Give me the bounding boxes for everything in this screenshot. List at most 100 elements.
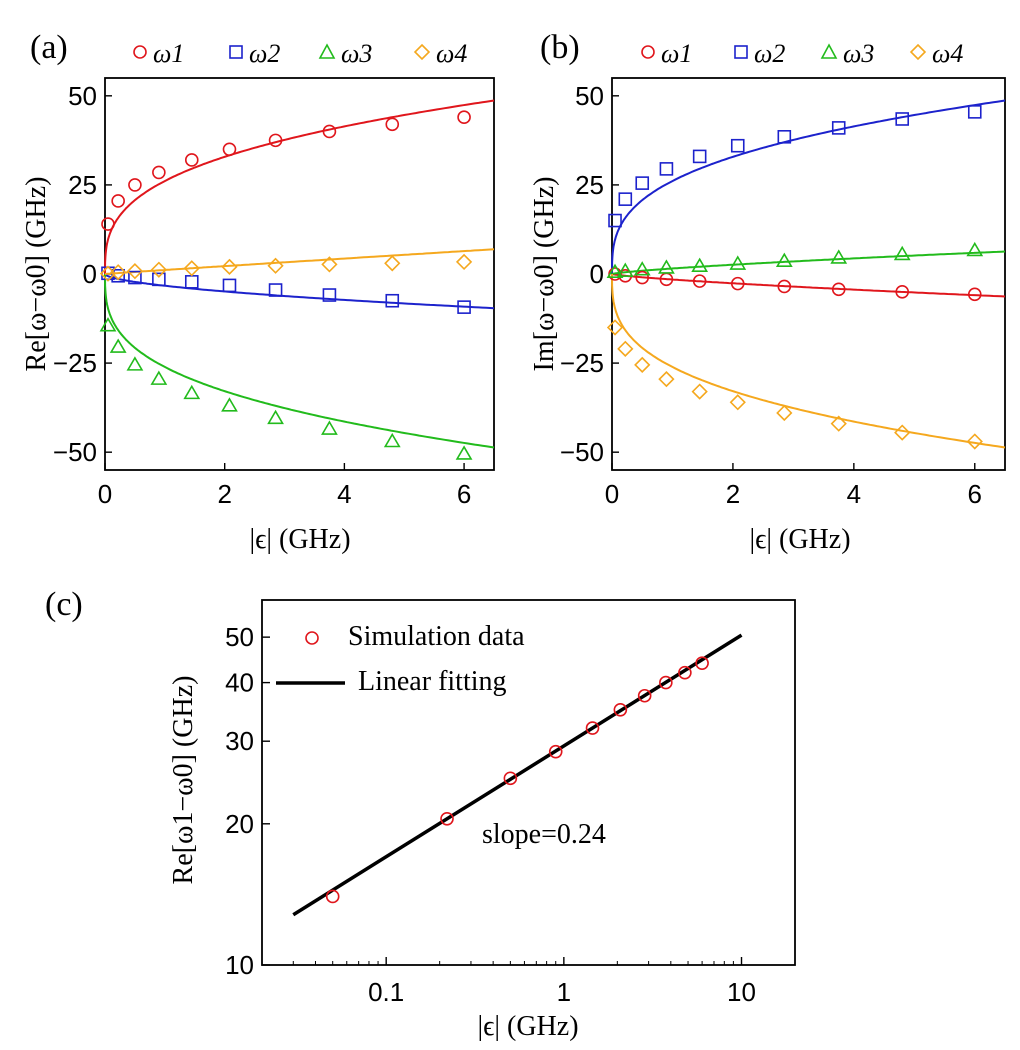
- data-point-a-w3-triangle-8: [383, 432, 401, 448]
- data-point-a-w2-square-8: [385, 293, 400, 308]
- legend-a-w1: ω1: [133, 39, 184, 68]
- data-point-b-w4-diamond-0: [606, 319, 624, 336]
- data-point-b-w4-diamond-2: [634, 356, 651, 374]
- simulation-point-0: [325, 889, 340, 904]
- data-point-a-w3-triangle-6: [267, 409, 284, 425]
- data-point-b-w2-square-9: [967, 105, 982, 119]
- data-point-a-w1-circle-3: [152, 165, 166, 180]
- legend-b-w2: ω2: [734, 39, 785, 68]
- panel-a-legend: ω1 ω2 ω3 ω4: [133, 39, 467, 68]
- data-point-a-w2-square-4: [184, 275, 199, 289]
- panel-c-frame: [261, 599, 796, 966]
- data-point-a-w4-diamond-7: [321, 256, 338, 273]
- y-tick-label-c-1: 20: [225, 809, 254, 839]
- fit-line-b-w1: [611, 273, 1006, 298]
- panel-c-legend: Simulation data Linear fitting: [276, 621, 525, 697]
- data-point-b-w3-triangle-0: [606, 263, 624, 279]
- data-point-a-w1-circle-4: [184, 153, 199, 167]
- simulation-point-3: [548, 744, 563, 759]
- panel-a-plot-area: 0 2 4 6 50 25 0 −25 −50: [53, 81, 495, 509]
- data-point-a-w2-square-9: [457, 300, 471, 314]
- panel-c-ylabel: Re[ω1−ω0] (GHz): [168, 676, 199, 885]
- y-tick-label-a-1: 25: [68, 170, 97, 200]
- legend-b-w3-label: ω3: [843, 39, 874, 68]
- panel-b-legend: ω1 ω2 ω3 ω4: [641, 39, 963, 68]
- data-point-b-w3-triangle-4: [691, 257, 709, 272]
- panel-a-label: (a): [30, 29, 68, 66]
- panel-b-plot-area: 0 2 4 6 50 25 0 −25 −50: [560, 81, 1006, 509]
- data-point-b-w3-triangle-3: [658, 259, 675, 274]
- x-tick-label-b-3: 6: [968, 479, 982, 509]
- data-point-b-w4-diamond-4: [691, 383, 708, 400]
- panel-a: (a) ω1 ω2 ω3 ω4 0 2 4 6 50 25 0 −25 −50 |ϵ| (GHz…: [21, 29, 495, 555]
- y-tick-label-a-2: 0: [83, 259, 97, 289]
- panel-b-label: (b): [540, 29, 580, 66]
- legend-b-w1-marker: [641, 45, 655, 59]
- slope-annotation: slope=0.24: [482, 819, 606, 850]
- data-point-b-w1-circle-9: [967, 287, 982, 302]
- data-point-a-w3-triangle-0: [99, 317, 117, 332]
- data-point-b-w3-triangle-9: [966, 241, 984, 257]
- data-point-b-w1-circle-6: [777, 279, 792, 294]
- legend-a-w4: ω4: [413, 39, 467, 68]
- legend-a-w1-marker: [133, 45, 147, 59]
- y-tick-label-b-4: −50: [560, 437, 604, 467]
- simulation-point-2: [503, 771, 518, 786]
- data-point-b-w2-square-0: [608, 213, 622, 228]
- y-tick-label-b-0: 50: [575, 81, 604, 111]
- data-point-b-w4-diamond-8: [894, 424, 911, 441]
- fit-line-a-w4: [105, 248, 495, 275]
- data-point-b-w1-circle-5: [730, 276, 745, 291]
- data-point-a-w4-diamond-3: [150, 261, 167, 278]
- data-point-a-w2-square-3: [152, 272, 166, 287]
- simulation-point-5: [613, 702, 628, 717]
- data-point-a-w3-triangle-7: [321, 420, 338, 435]
- data-point-a-w3-triangle-4: [183, 384, 201, 400]
- panel-b: (b) ω1 ω2 ω3 ω4 0 2 4 6 50 25 0 −25 −50 |ϵ| (GHz…: [529, 29, 1006, 555]
- panel-c: (c) 0.1 1 10 10 20 30 40 50 Simulation data Lin…: [45, 586, 796, 1042]
- data-point-a-w1-circle-5: [222, 142, 237, 157]
- panel-a-xlabel: |ϵ| (GHz): [249, 524, 350, 555]
- x-tick-label-a-0: 0: [98, 479, 112, 509]
- legend-b-w4-marker: [909, 43, 927, 61]
- data-point-b-w4-diamond-1: [617, 340, 634, 357]
- data-point-a-w1-circle-7: [322, 124, 337, 139]
- y-tick-label-c-3: 40: [225, 668, 254, 698]
- data-point-a-w3-triangle-1: [109, 338, 127, 353]
- fit-line-a-w1: [104, 99, 495, 275]
- y-tick-label-b-3: −25: [560, 348, 604, 378]
- data-point-b-w1-circle-4: [692, 274, 707, 288]
- simulation-point-1: [440, 811, 454, 826]
- data-point-b-w3-triangle-8: [893, 245, 911, 261]
- linear-fit-line: [292, 633, 743, 917]
- x-tick-label-c-1: 1: [557, 977, 571, 1007]
- data-point-b-w3-triangle-7: [830, 249, 848, 264]
- data-point-b-w4-diamond-9: [966, 433, 983, 450]
- simulation-point-8: [678, 665, 692, 680]
- data-point-a-w4-diamond-1: [110, 264, 127, 281]
- x-tick-label-c-2: 10: [727, 977, 756, 1007]
- legend-a-w2-label: ω2: [249, 39, 280, 68]
- data-point-a-w2-square-5: [222, 278, 237, 293]
- data-point-a-w2-square-6: [268, 283, 283, 297]
- data-point-b-w3-triangle-1: [616, 262, 634, 277]
- y-tick-label-b-1: 25: [575, 170, 604, 200]
- x-tick-label-b-2: 4: [847, 479, 861, 509]
- data-point-b-w4-diamond-5: [729, 394, 746, 411]
- legend-b-w1: ω1: [641, 39, 692, 68]
- data-point-a-w1-circle-9: [457, 110, 471, 124]
- data-point-a-w4-diamond-6: [267, 257, 284, 274]
- panel-a-ylabel: Re[ω−ω0] (GHz): [21, 177, 52, 372]
- x-tick-label-c-0: 0.1: [368, 977, 404, 1007]
- fit-line-a-w2: [104, 273, 495, 310]
- y-tick-label-c-4: 50: [225, 622, 254, 652]
- data-point-b-w3-triangle-6: [775, 252, 793, 267]
- data-point-b-w4-diamond-3: [658, 370, 675, 388]
- data-point-a-w1-circle-2: [128, 178, 142, 192]
- legend-b-w2-marker: [734, 45, 748, 59]
- data-point-a-w4-diamond-9: [455, 253, 473, 271]
- fit-line-b-w4: [611, 273, 1006, 449]
- data-point-a-w1-circle-1: [111, 194, 125, 208]
- data-point-b-w1-circle-8: [895, 285, 910, 299]
- panel-c-plot-area: 0.1 1 10 10 20 30 40 50: [225, 622, 756, 1007]
